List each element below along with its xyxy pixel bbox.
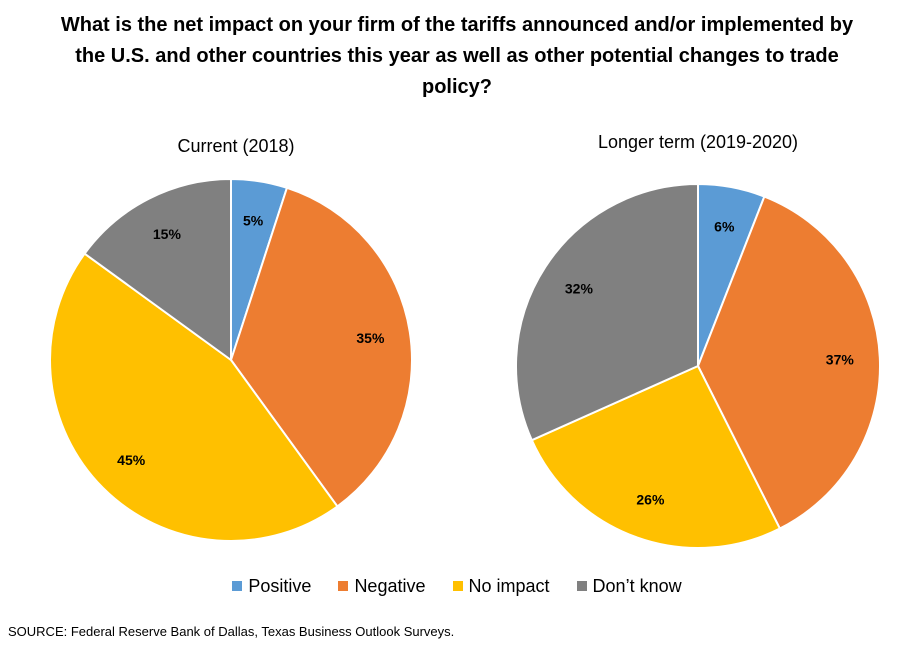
pie-current-label-positive: 5% (243, 213, 264, 229)
pie-longer-term-label-no-impact: 26% (636, 492, 665, 508)
legend-swatch-dont-know (576, 581, 587, 591)
pie-longer-term-label-negative: 37% (826, 351, 855, 367)
legend-label-no-impact: No impact (468, 576, 550, 596)
legend-item-negative: Negative (338, 576, 425, 597)
pie-current-label-no-impact: 45% (117, 452, 146, 468)
pie-longer-term-slice-dont-know (514, 182, 699, 442)
pie-longer-term-slice-negative (696, 195, 881, 530)
legend-label-negative: Negative (354, 576, 426, 596)
legend-item-no-impact: No impact (452, 576, 550, 597)
pie-current-label-dont-know: 15% (153, 226, 182, 242)
pie-longer-term-label-dont-know: 32% (565, 281, 594, 297)
pie-current-slice-no-impact (49, 252, 339, 542)
legend-item-dont-know: Don’t know (576, 576, 682, 597)
pie-current-slice-dont-know (83, 177, 232, 362)
legend-label-dont-know: Don’t know (592, 576, 682, 596)
legend-label-positive: Positive (248, 576, 312, 596)
pie-longer-term-slice-no-impact (530, 364, 782, 549)
pie-longer-term-title: Longer term (2019-2020) (597, 132, 799, 152)
legend-item-positive: Positive (232, 576, 311, 597)
pie-current-label-negative: 35% (356, 330, 385, 346)
pie-current-slice-negative (229, 186, 413, 508)
chart-title: What is the net impact on your firm of t… (60, 14, 854, 98)
pie-longer-term-label-positive: 6% (714, 219, 735, 235)
pie-current-title: Current (2018) (177, 136, 295, 156)
legend-swatch-positive (232, 581, 243, 591)
legend-swatch-no-impact (452, 581, 463, 591)
legend: Positive Negative No impact Don’t know (0, 576, 914, 597)
source-note: SOURCE: Federal Reserve Bank of Dallas, … (8, 624, 455, 639)
legend-swatch-negative (338, 581, 349, 591)
